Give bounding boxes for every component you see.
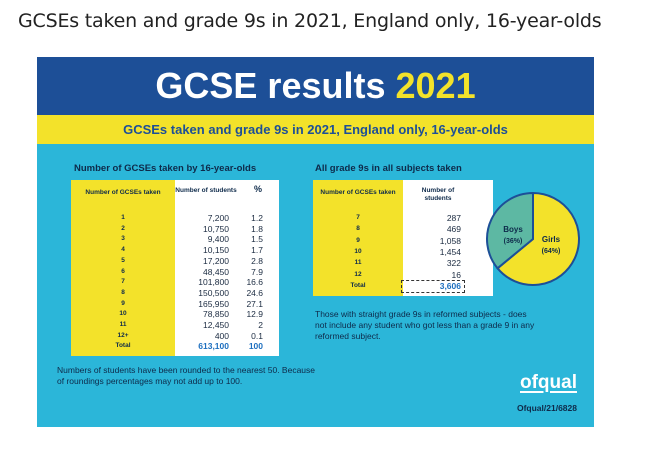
publication-reference: Ofqual/21/6828 (516, 403, 577, 413)
left-row-label: 5 (121, 256, 125, 264)
left-row-count: 400 (214, 330, 229, 341)
left-row-pct: 24.6 (246, 287, 263, 298)
total-highlight-box (401, 279, 465, 293)
left-row-pct: 1.8 (251, 223, 263, 234)
left-row-label: 2 (121, 224, 125, 232)
pie-slice-girls (496, 191, 580, 286)
left-row-label: 8 (121, 288, 125, 296)
left-row-count: 10,150 (203, 245, 229, 256)
right-table-header-label: Number of GCSEs taken (320, 189, 396, 196)
left-row-label: 7 (121, 278, 125, 286)
left-table-header-pct: % (253, 184, 262, 194)
left-row-pct: 1.7 (251, 245, 263, 256)
left-row-label: 4 (121, 246, 125, 254)
left-row-count: 10,750 (203, 223, 229, 234)
ofqual-logo: ofqual (520, 372, 577, 393)
left-row-label: 6 (121, 267, 125, 275)
left-row-pct: 1.5 (251, 234, 263, 245)
right-row-count: 287 (446, 213, 461, 223)
banner-title: GCSE results 2021 (155, 65, 475, 106)
pie-slice-boys (486, 191, 534, 270)
left-row-pct: 0.1 (251, 330, 263, 341)
right-row-count: 1,454 (439, 246, 461, 257)
left-row-pct: 12.9 (246, 309, 263, 320)
pie-label-girls: Girls (542, 235, 561, 244)
left-row-pct: 2 (258, 320, 263, 330)
page-heading: GCSEs taken and grade 9s in 2021, Englan… (18, 10, 602, 32)
right-row-label: 12 (354, 270, 362, 278)
right-row-count: 16 (451, 269, 461, 280)
right-table-title: All grade 9s in all subjects taken (315, 163, 462, 174)
left-row-pct: 1.2 (251, 213, 263, 223)
left-row-count: 150,500 (198, 287, 229, 298)
left-row-count: 101,800 (198, 277, 229, 288)
pie-pct-girls: (64%) (542, 248, 561, 255)
right-row-count: 469 (446, 224, 461, 235)
left-table-label-column (71, 180, 175, 356)
left-row-count: 12,450 (203, 320, 229, 330)
right-row-label: 11 (354, 259, 362, 267)
left-row-label: 10 (119, 310, 127, 318)
right-total-label: Total (350, 281, 366, 289)
right-table-label-column (313, 180, 403, 296)
left-row-label: 11 (119, 321, 127, 328)
gcses-taken-table: Number of GCSEs taken Number of students… (71, 180, 279, 356)
left-row-count: 7,200 (207, 213, 229, 223)
grade9s-table: Number of GCSEs taken Number of students… (313, 180, 493, 296)
left-table-value-column (175, 180, 279, 356)
left-row-label: 12+ (117, 331, 129, 339)
left-total-label: Total (115, 342, 131, 350)
banner: GCSE results 2021 (37, 57, 594, 115)
left-table-header-count: Number of students (175, 187, 237, 194)
left-table-title: Number of GCSEs taken by 16-year-olds (74, 163, 257, 174)
straight-9s-note: Those with straight grade 9s in reformed… (315, 309, 535, 341)
left-row-count: 17,200 (203, 255, 229, 266)
right-row-label: 8 (356, 225, 360, 233)
left-row-count: 9,400 (207, 234, 229, 245)
left-row-count: 48,450 (203, 266, 229, 277)
infographic: GCSE results 2021 GCSEs taken and grade … (37, 57, 594, 427)
right-table-value-column (403, 180, 493, 296)
left-total-count: 613,100 (198, 341, 229, 352)
banner-title-year: 2021 (395, 65, 476, 106)
subtitle-bar: GCSEs taken and grade 9s in 2021, Englan… (37, 115, 594, 144)
right-table-header-count: Number of students (421, 187, 455, 202)
right-row-count: 322 (446, 258, 461, 269)
right-row-label: 7 (356, 214, 360, 221)
left-row-label: 9 (121, 299, 125, 307)
left-row-pct: 16.6 (246, 277, 263, 288)
left-row-label: 3 (121, 235, 125, 243)
left-row-pct: 27.1 (246, 298, 263, 309)
left-table-header-label: Number of GCSEs taken (85, 189, 161, 196)
left-row-count: 78,850 (203, 309, 229, 320)
left-row-pct: 2.8 (251, 255, 263, 266)
gender-pie-chart: Boys (36%) Girls (64%) (486, 191, 580, 286)
left-row-pct: 7.9 (251, 266, 263, 277)
rounding-note: Numbers of students have been rounded to… (57, 365, 316, 386)
right-total-count: 3,606 (439, 280, 461, 291)
left-total-pct: 100 (248, 341, 263, 352)
pie-pct-boys: (36%) (504, 238, 523, 245)
right-row-count: 1,058 (439, 235, 461, 246)
banner-title-main: GCSE results (155, 65, 396, 106)
pie-label-boys: Boys (503, 225, 523, 234)
left-row-label: 1 (121, 214, 125, 221)
left-row-count: 165,950 (198, 298, 229, 309)
right-row-label: 9 (356, 236, 360, 244)
right-row-label: 10 (354, 247, 362, 255)
